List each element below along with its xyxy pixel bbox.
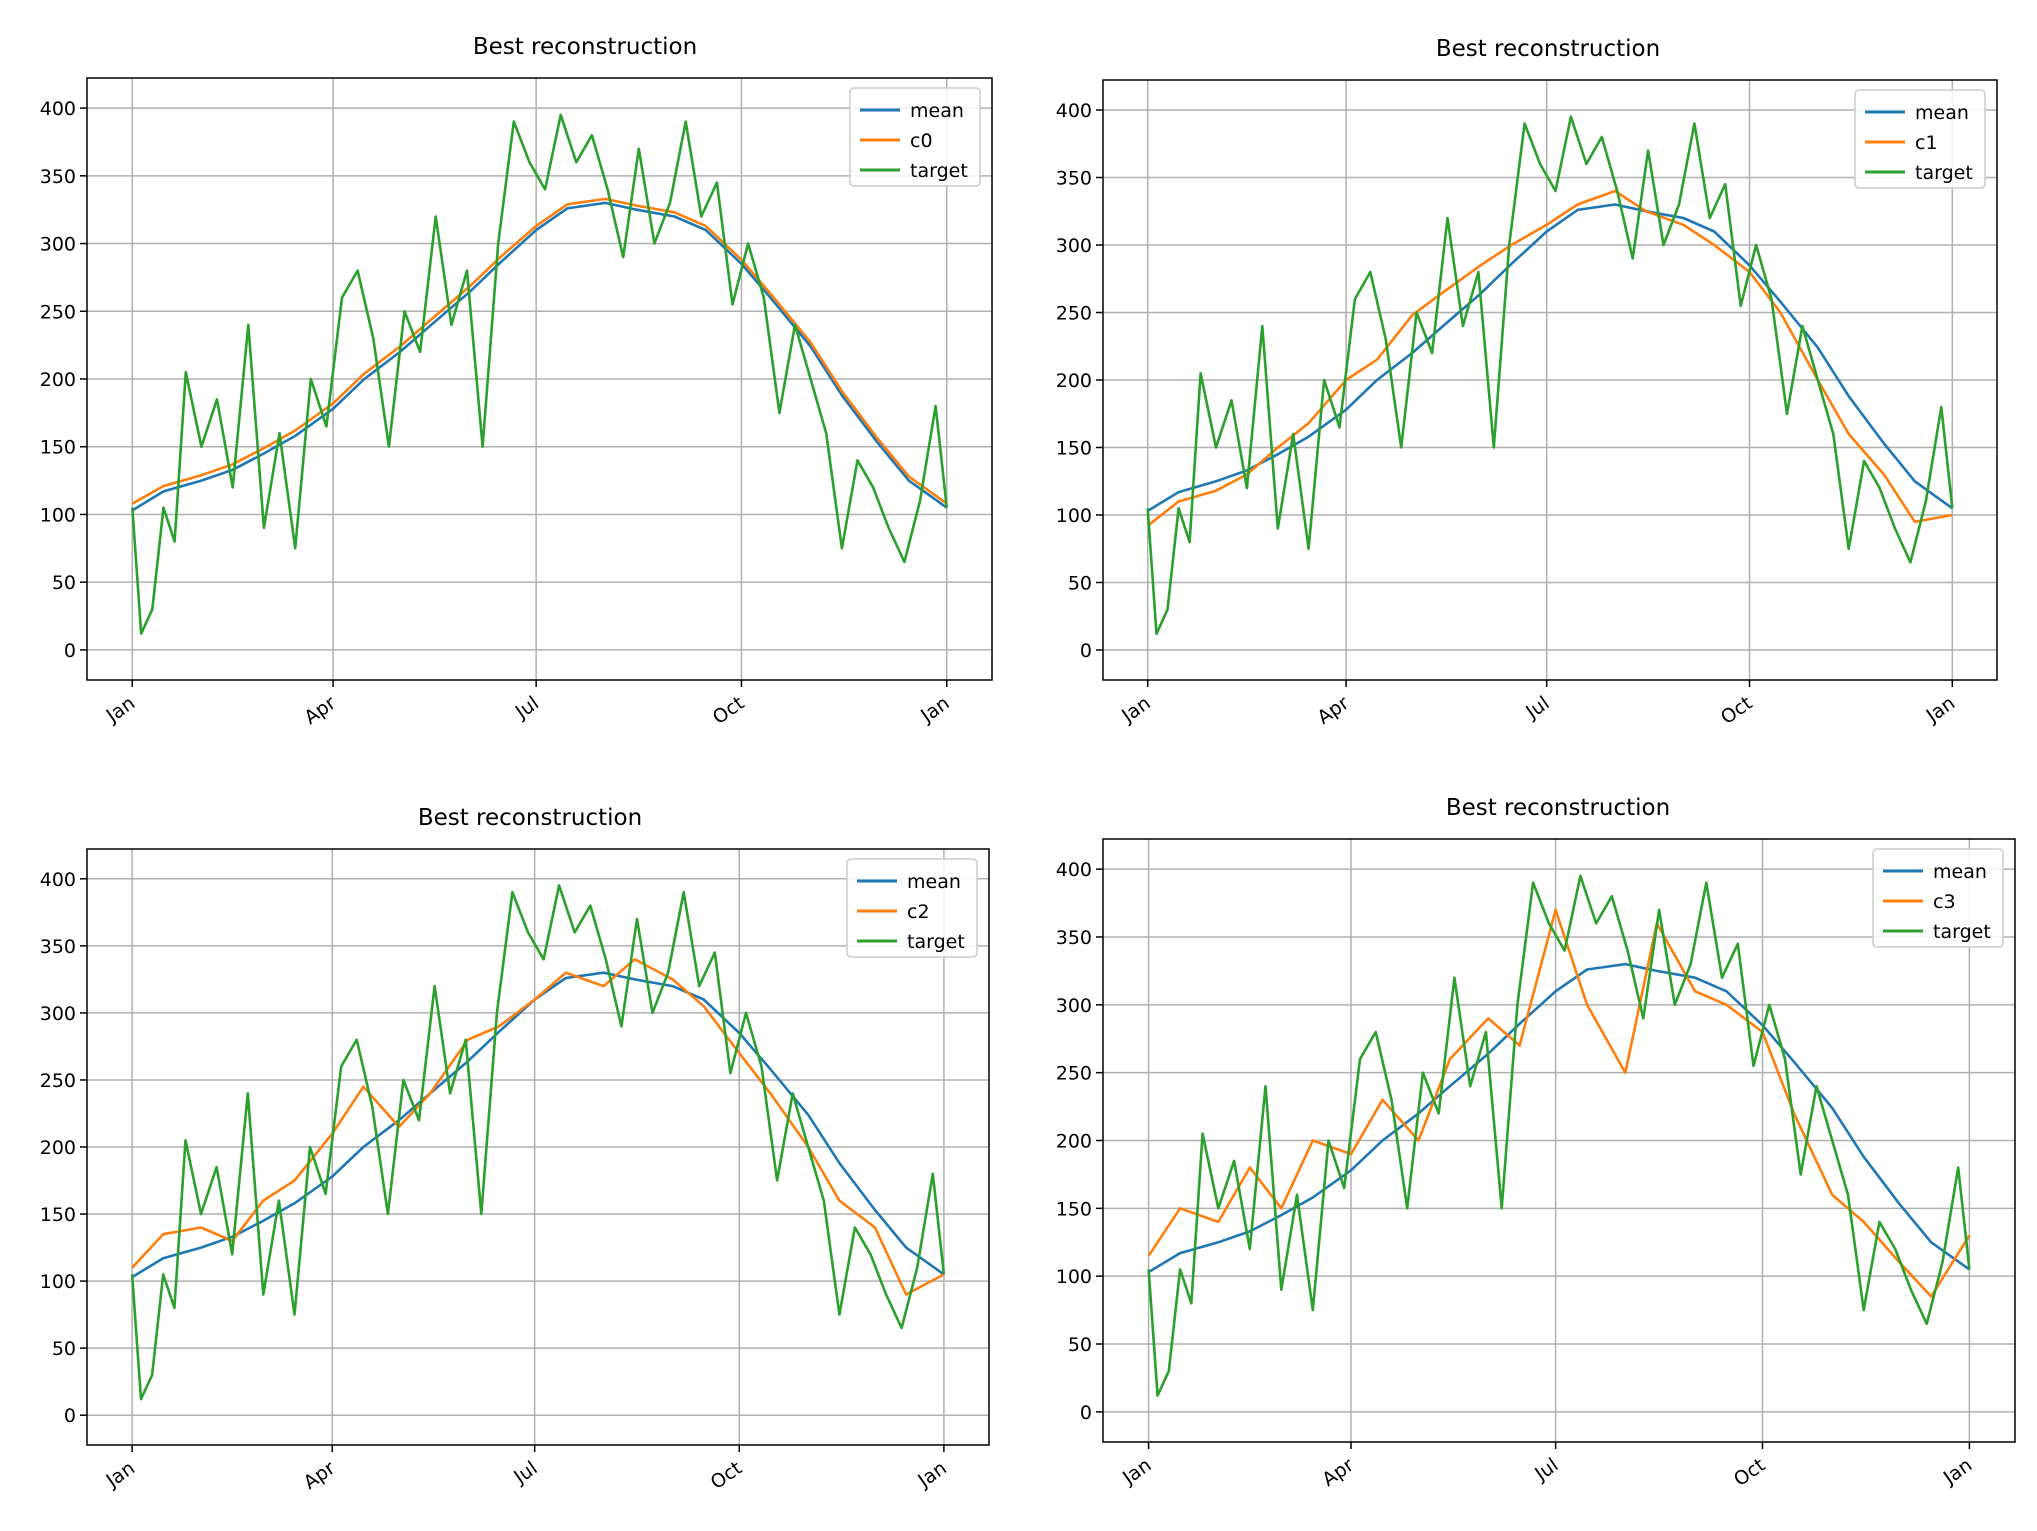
legend-label: target: [1915, 162, 1973, 184]
y-tick-label: 250: [40, 301, 76, 323]
y-tick-label: 0: [1080, 640, 1092, 662]
y-tick-label: 350: [1056, 927, 1092, 949]
y-tick-label: 300: [40, 1003, 76, 1025]
legend: mean c1 target: [1854, 89, 1986, 189]
series-line-target: [1147, 874, 1971, 1397]
legend-label: target: [1933, 921, 1991, 943]
x-tick-label: Jan: [1118, 1454, 1155, 1489]
legend-label: c3: [1933, 891, 1956, 913]
chart-title: Best reconstruction: [418, 805, 642, 831]
legend-label: mean: [1933, 861, 1987, 883]
legend-label: c1: [1915, 132, 1938, 154]
chart-panel-3: Best reconstruction 0 50 100 150 200 250 300 350…: [40, 805, 990, 1494]
y-tick-label: 100: [40, 504, 76, 526]
grid: [87, 78, 992, 680]
y-tick-label: 400: [1056, 859, 1092, 881]
x-tick-label: Jan: [1939, 1454, 1976, 1489]
chart-title: Best reconstruction: [473, 34, 697, 60]
legend-box: [849, 87, 981, 187]
x-tick-label: Oct: [1730, 1454, 1770, 1491]
legend: mean c3 target: [1872, 848, 2004, 948]
legend-box: [1854, 89, 1986, 189]
y-tick-label: 350: [40, 936, 76, 958]
x-tick-label: Jul: [1530, 1454, 1562, 1486]
x-tick-label: Oct: [707, 1457, 747, 1494]
series-line-target: [1146, 115, 1954, 636]
y-tick-label: 50: [1068, 1334, 1092, 1356]
x-tick-label: Jul: [509, 1457, 541, 1489]
x-tick-label: Jan: [102, 692, 139, 727]
chart-title: Best reconstruction: [1436, 36, 1660, 62]
legend: mean c2 target: [846, 858, 978, 958]
y-tick-label: 400: [1056, 100, 1092, 122]
legend-label: c0: [910, 130, 933, 152]
series-line-c0: [131, 197, 948, 505]
x-tick-label: Jan: [913, 1457, 950, 1492]
x-tick-label: Jan: [102, 1457, 139, 1492]
x-tick-label: Jan: [916, 692, 953, 727]
y-tick-label: 400: [40, 869, 76, 891]
chart-panel-4: Best reconstruction 0 50 100 150 200 250 300 350…: [1056, 795, 2016, 1491]
y-tick-label: 50: [1068, 573, 1092, 595]
series-line-mean: [131, 201, 948, 512]
legend-label: mean: [910, 100, 964, 122]
y-tick-label: 200: [40, 369, 76, 391]
legend-label: mean: [1915, 102, 1969, 124]
x-tick-label: Apr: [1318, 1454, 1358, 1491]
legend-label: target: [910, 160, 968, 182]
y-tick-label: 300: [40, 234, 76, 256]
x-tick-label: Oct: [1717, 692, 1757, 729]
y-tick-label: 50: [52, 572, 76, 594]
y-tick-label: 150: [40, 437, 76, 459]
y-tick-label: 0: [64, 640, 76, 662]
series-line-mean: [1147, 962, 1971, 1274]
series-line-c2: [131, 958, 945, 1296]
x-tick-label: Jul: [1521, 692, 1553, 724]
legend-label: c2: [907, 901, 930, 923]
y-tick-label: 100: [40, 1271, 76, 1293]
y-tick-label: 300: [1056, 995, 1092, 1017]
x-tick-label: Jul: [511, 692, 543, 724]
grid: [87, 849, 989, 1445]
y-tick-label: 150: [40, 1204, 76, 1226]
series-line-c1: [1146, 189, 1953, 527]
y-tick-label: 250: [1056, 303, 1092, 325]
y-tick-label: 200: [1056, 1131, 1092, 1153]
x-tick-label: Apr: [300, 692, 340, 729]
y-tick-label: 150: [1056, 1198, 1092, 1220]
grid: [1103, 839, 2015, 1442]
series-line-mean: [1147, 203, 1954, 513]
x-tick-label: Apr: [300, 1457, 340, 1494]
y-tick-label: 350: [1056, 168, 1092, 190]
chart-title: Best reconstruction: [1446, 795, 1670, 821]
y-tick-label: 100: [1056, 1266, 1092, 1288]
legend: mean c0 target: [849, 87, 981, 187]
chart-panel-2: Best reconstruction 0 50 100 150 200 250 300 350…: [1056, 36, 1998, 729]
chart-panel-1: Best reconstruction 0 50 100 150 200 250 300 350…: [40, 34, 993, 729]
y-tick-label: 200: [1056, 370, 1092, 392]
y-tick-label: 50: [52, 1338, 76, 1360]
x-tick-label: Apr: [1313, 692, 1353, 729]
y-tick-label: 0: [64, 1405, 76, 1427]
y-tick-label: 200: [40, 1137, 76, 1159]
legend-label: mean: [907, 871, 961, 893]
x-tick-label: Jan: [1117, 692, 1154, 727]
series-line-c3: [1147, 908, 1971, 1298]
series-line-mean: [131, 971, 945, 1279]
y-tick-label: 250: [40, 1070, 76, 1092]
legend-box: [1872, 848, 2004, 948]
series-line-target: [130, 884, 946, 1401]
y-tick-label: 0: [1080, 1402, 1092, 1424]
y-tick-label: 350: [40, 166, 76, 188]
y-tick-label: 300: [1056, 235, 1092, 257]
legend-box: [846, 858, 978, 958]
y-tick-label: 100: [1056, 505, 1092, 527]
series-line-target: [131, 113, 949, 635]
y-tick-label: 250: [1056, 1063, 1092, 1085]
x-tick-label: Oct: [709, 692, 749, 729]
y-tick-label: 150: [1056, 438, 1092, 460]
y-tick-label: 400: [40, 98, 76, 120]
legend-label: target: [907, 931, 965, 953]
x-tick-label: Jan: [1922, 692, 1959, 727]
